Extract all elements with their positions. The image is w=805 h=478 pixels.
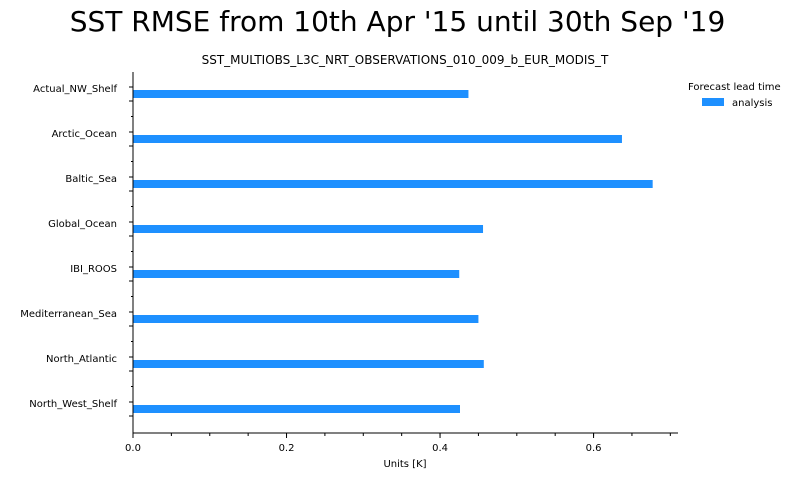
axes-layer: Actual_NW_Shelf Arctic_Ocean Baltic_Sea Glo… [20,72,678,454]
bar-global-ocean [133,225,484,233]
legend-swatch-analysis [702,98,724,106]
legend-label-analysis: analysis [732,98,773,109]
y-tick-label: North_Atlantic [46,354,117,365]
y-tick-label: IBI_ROOS [70,264,117,275]
y-tick-label: North_West_Shelf [29,399,117,410]
legend-items: analysis [702,98,773,109]
bars-layer [133,90,653,413]
bar-arctic-ocean [133,135,622,143]
y-tick-label: Baltic_Sea [65,174,117,185]
y-tick-label: Arctic_Ocean [52,129,117,140]
x-tick-label: 0.2 [279,443,295,454]
bar-actual-nw-shelf [133,90,469,98]
y-tick-label: Actual_NW_Shelf [33,84,117,95]
chart-subtitle: SST_MULTIOBS_L3C_NRT_OBSERVATIONS_010_00… [202,53,609,67]
x-tick-label: 0.6 [586,443,602,454]
legend: Forecast lead time analysis [688,82,781,109]
y-tick-label: Global_Ocean [48,219,117,230]
bar-mediterranean-sea [133,315,479,323]
x-tick-label: 0.4 [432,443,448,454]
x-tick-label: 0.0 [125,443,141,454]
bar-north-west-shelf [133,405,460,413]
legend-title: Forecast lead time [688,82,781,93]
bar-north-atlantic [133,360,484,368]
x-axis-label: Units [K] [383,459,426,470]
page-title: SST RMSE from 10th Apr '15 until 30th Se… [69,5,726,38]
bar-ibi-roos [133,270,460,278]
bar-baltic-sea [133,180,653,188]
y-tick-label: Mediterranean_Sea [20,309,117,320]
